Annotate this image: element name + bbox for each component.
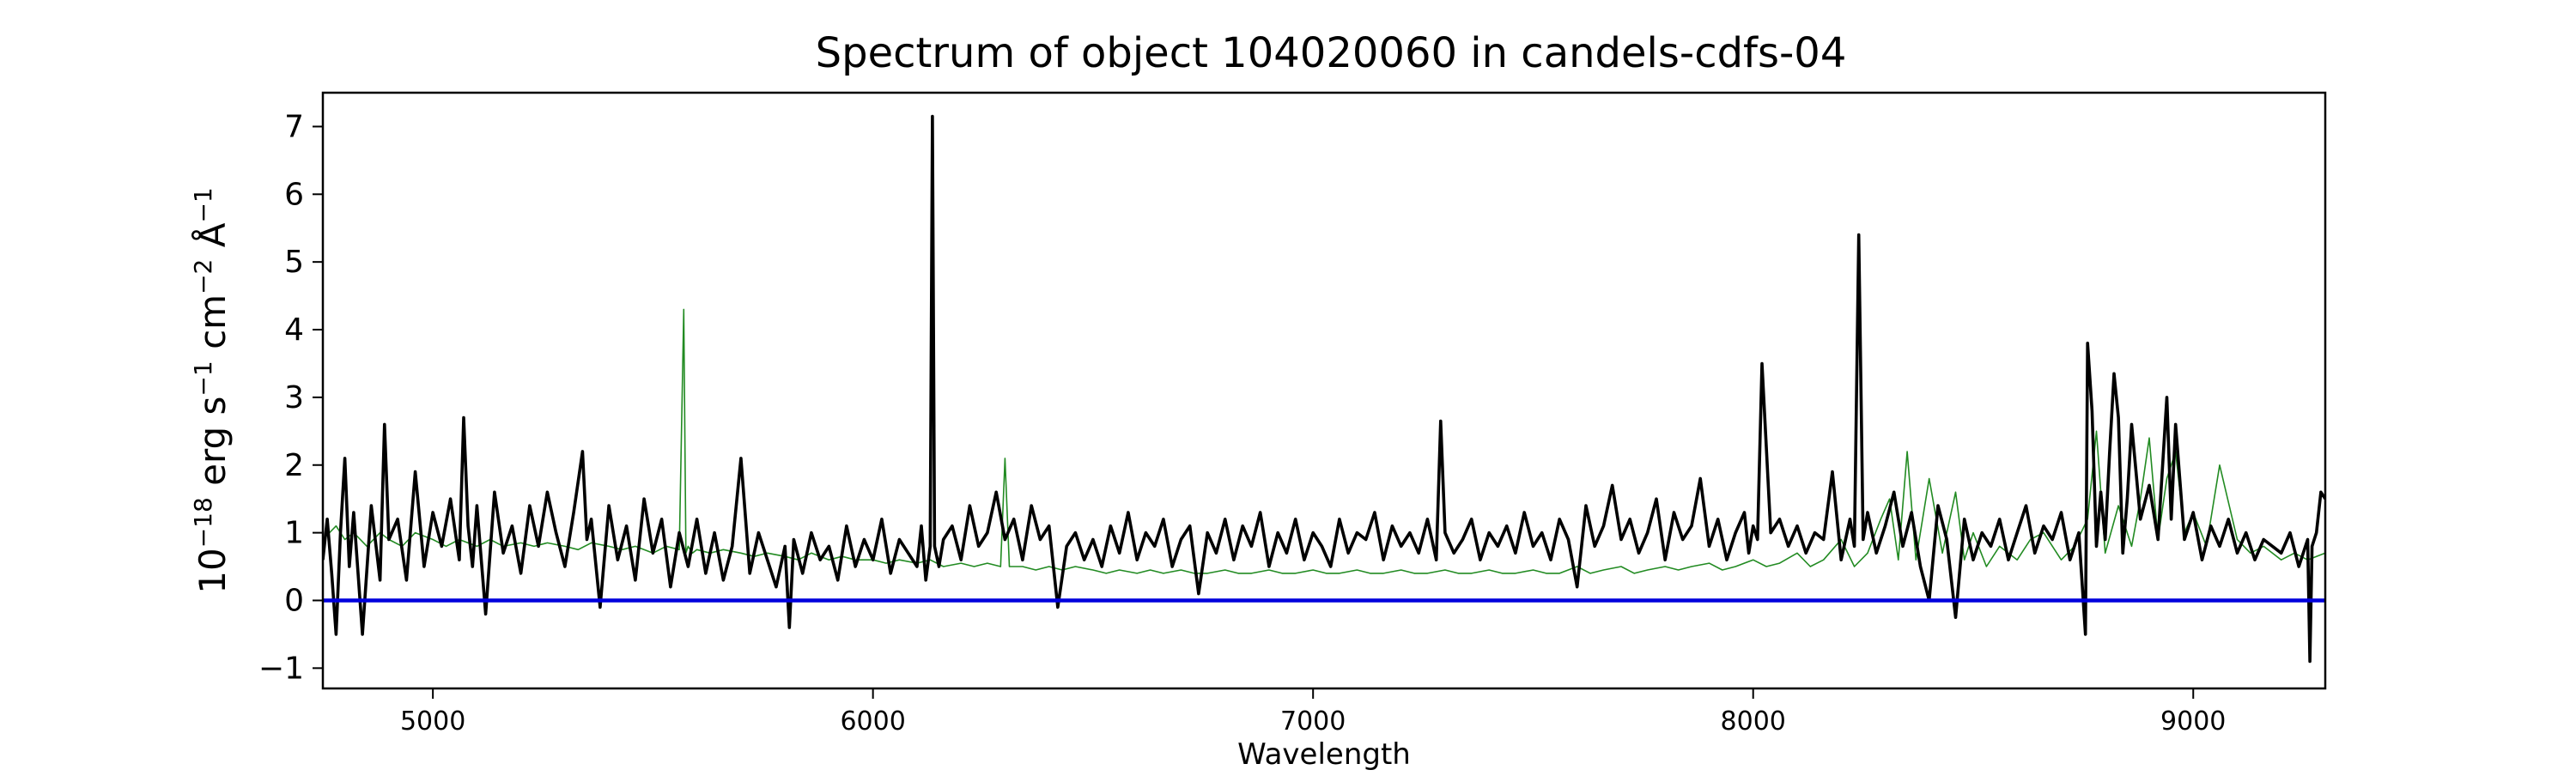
y-label-exp-4: −1 [189, 187, 217, 222]
plot-area [323, 114, 2325, 664]
y-tick-label: 2 [284, 448, 304, 483]
y-label-exp-1: −18 [189, 497, 217, 548]
y-label-text-1: erg s [191, 397, 234, 498]
y-tick-label: 3 [284, 380, 304, 415]
y-tick-label: 4 [284, 312, 304, 348]
x-tick-label: 6000 [840, 706, 905, 737]
y-label-text-2: cm [191, 294, 234, 361]
plot-frame [321, 91, 2327, 690]
y-axis-label: 10−18 erg s−1 cm−2 Å−1 [189, 187, 234, 593]
y-tick-label: 0 [284, 583, 304, 618]
x-axis: 5000 6000 7000 8000 9000 [400, 688, 2226, 737]
error-spectrum-line [323, 308, 2325, 574]
y-label-text-3: Å [191, 222, 234, 258]
y-label-base: 10 [191, 548, 234, 593]
y-tick-label: 7 [284, 109, 304, 144]
x-tick-label: 7000 [1280, 706, 1346, 737]
chart-title: Spectrum of object 104020060 in candels-… [816, 29, 1847, 77]
y-label-exp-2: −1 [189, 361, 217, 396]
y-tick-label: 6 [284, 177, 304, 212]
y-tick-label: 5 [284, 245, 304, 280]
y-axis: −1 0 1 2 3 4 5 6 7 [258, 109, 323, 686]
y-tick-label: −1 [258, 651, 304, 686]
flux-spectrum-line [323, 114, 2325, 664]
x-axis-label: Wavelength [1237, 737, 1411, 772]
x-tick-label: 9000 [2160, 706, 2226, 737]
y-label-exp-3: −2 [189, 259, 217, 294]
y-tick-label: 1 [284, 516, 304, 551]
x-tick-label: 5000 [400, 706, 465, 737]
x-tick-label: 8000 [1721, 706, 1786, 737]
